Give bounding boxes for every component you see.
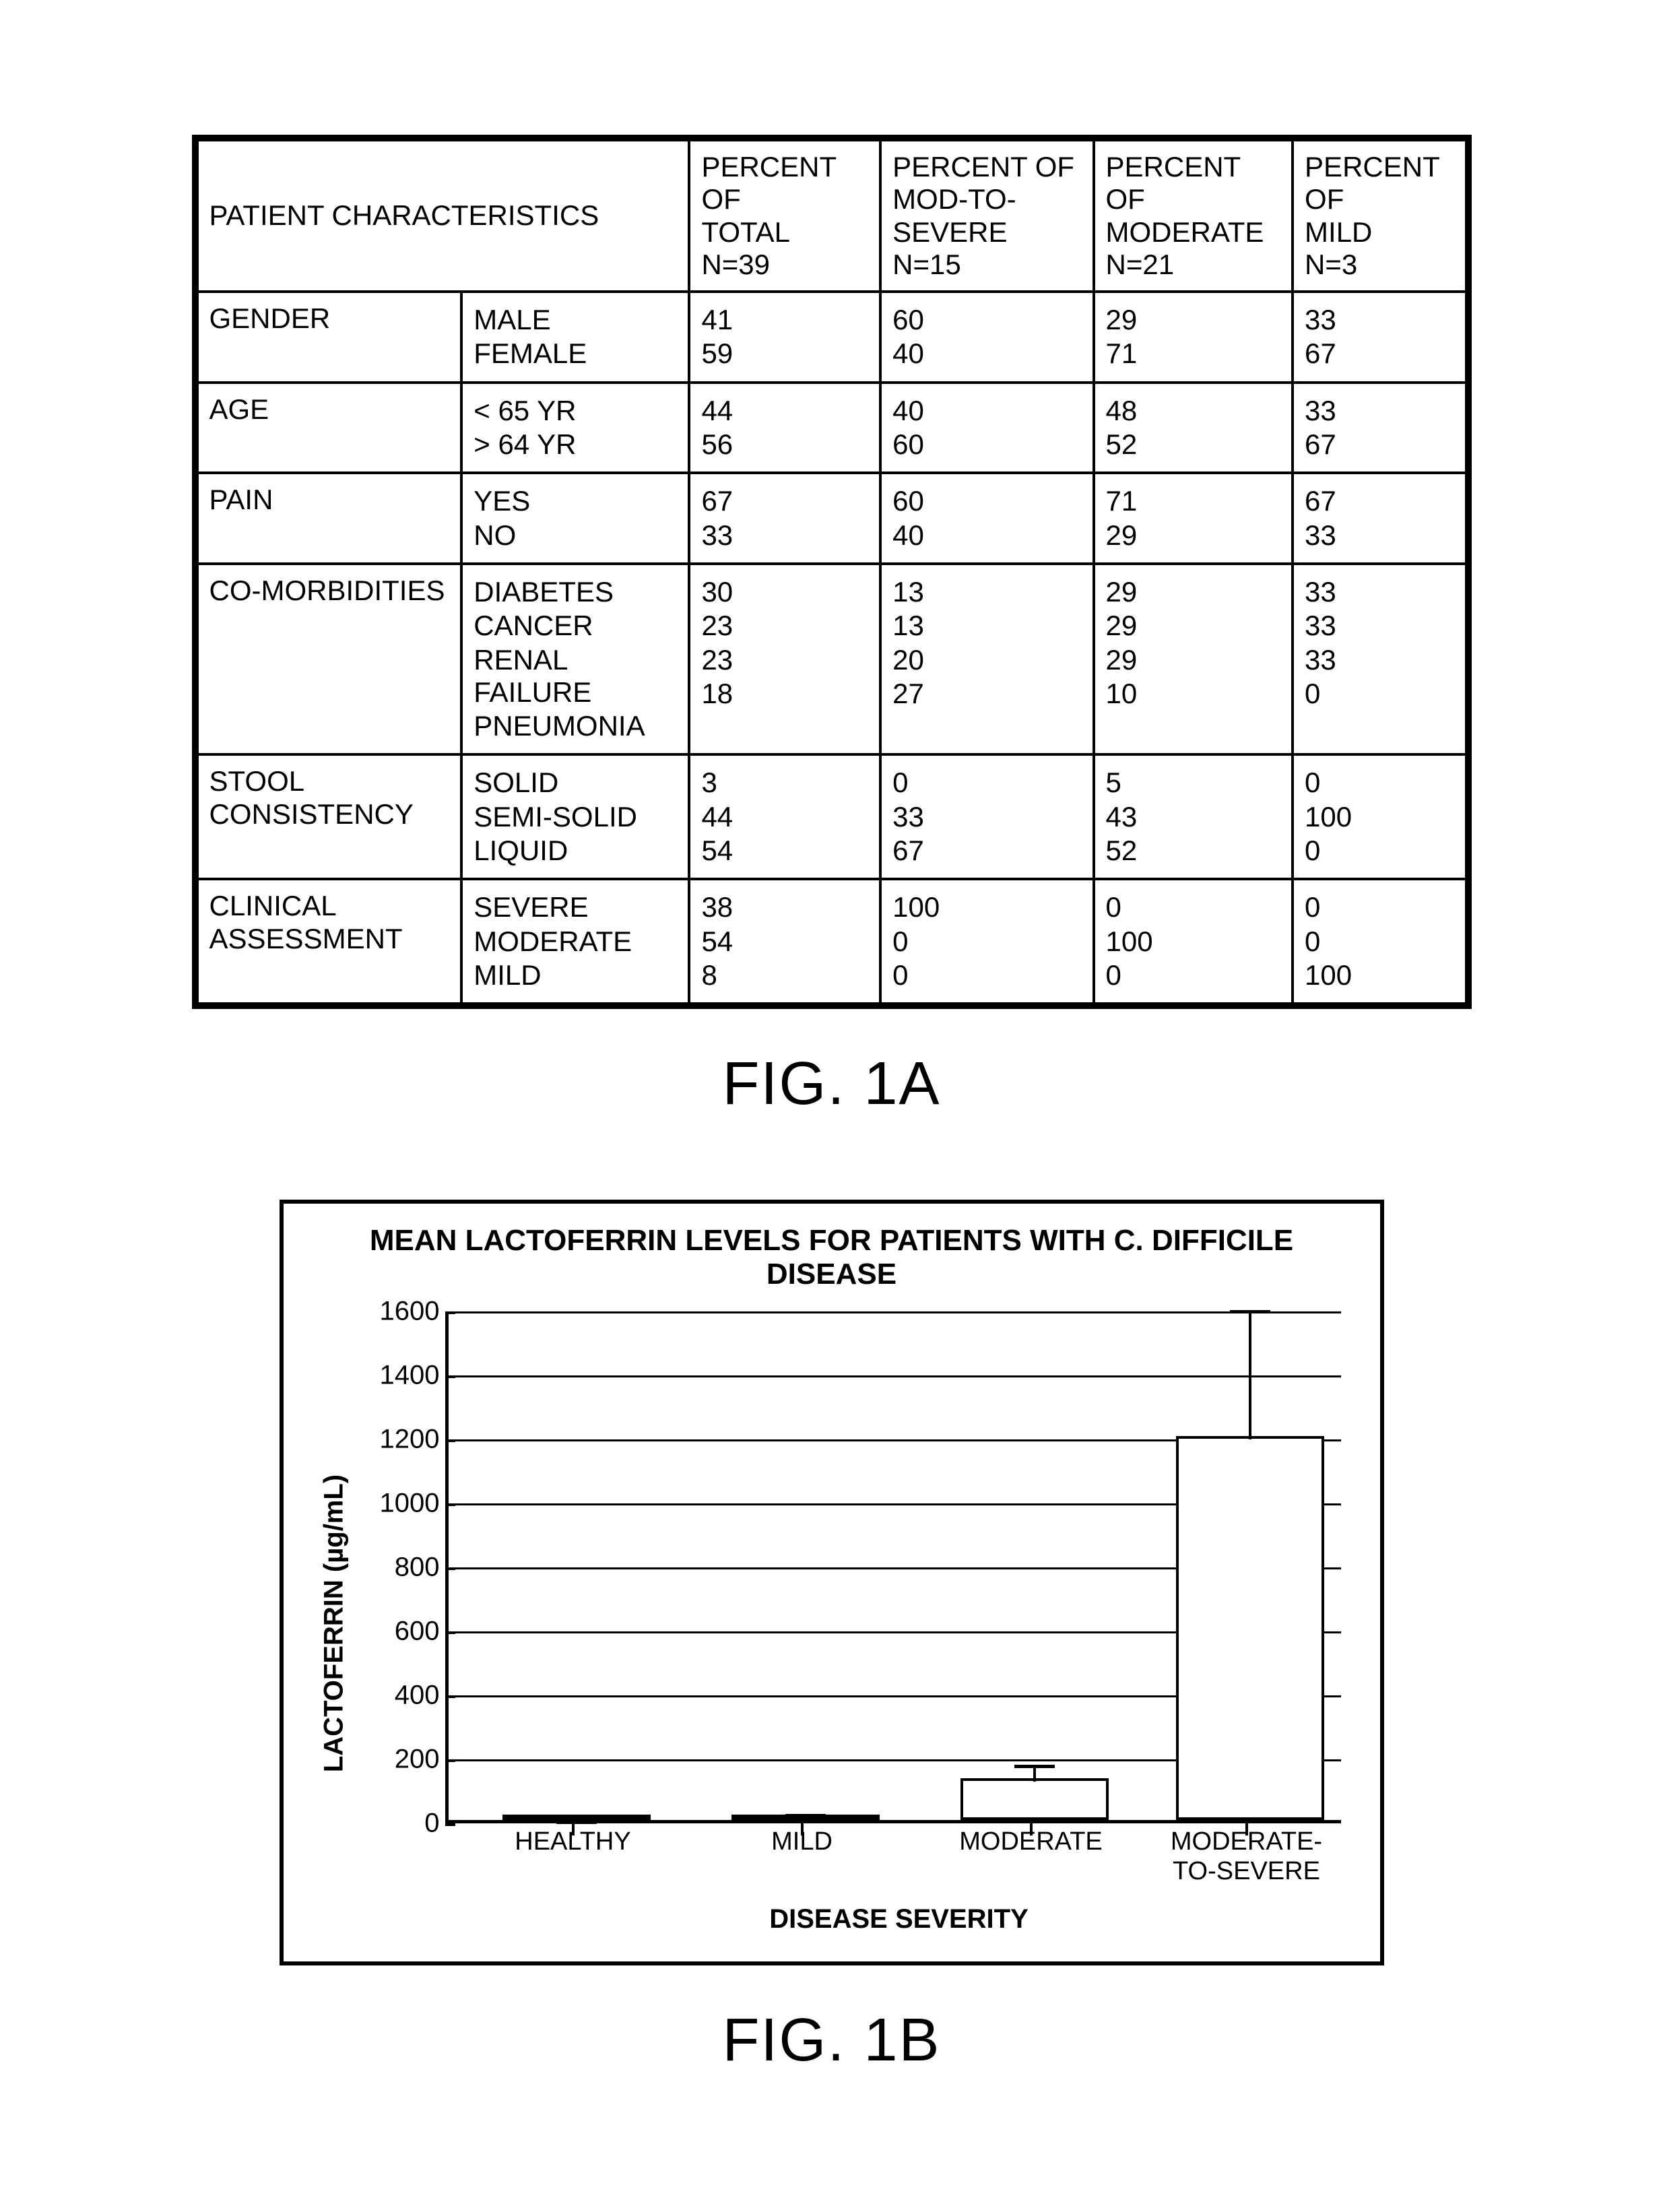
error-cap-2 [1014, 1765, 1055, 1768]
row-values-col-3: 00100 [1293, 879, 1466, 1004]
header-main: PATIENT CHARACTERISTICS [197, 140, 690, 292]
error-cap-3 [1230, 1310, 1270, 1313]
x-axis-label: DISEASE SEVERITY [445, 1904, 1353, 1934]
row-sub-labels: SEVEREMODERATEMILD [461, 879, 689, 1004]
patient-characteristics-table-wrap: PATIENT CHARACTERISTICSPERCENT OFTOTALN=… [192, 135, 1472, 1009]
header-col-0: PERCENT OFTOTALN=39 [689, 140, 880, 292]
header-col-1: PERCENT OFMOD-TO-SEVERE N=15 [880, 140, 1093, 292]
grid-line [449, 1375, 1341, 1377]
row-group-label: AGE [197, 383, 462, 474]
figure-1a-label: FIG. 1A [189, 1049, 1474, 1119]
row-sub-labels: SOLIDSEMI-SOLIDLIQUID [461, 754, 689, 879]
table-row: CO-MORBIDITIESDIABETESCANCERRENAL FAILUR… [197, 564, 1466, 754]
row-group-label: GENDER [197, 292, 462, 383]
plot-column: HEALTHY MILD MODERATE MODERATE-TO-SEVERE DI… [445, 1311, 1353, 1934]
row-sub-labels: DIABETESCANCERRENAL FAILUREPNEUMONIA [461, 564, 689, 754]
y-axis-label: LACTOFERRIN (µg/mL) [319, 1474, 349, 1772]
row-values-col-0: 4159 [689, 292, 880, 383]
y-tick-label: 1200 [359, 1425, 440, 1455]
y-axis-label-wrap: LACTOFERRIN (µg/mL) [311, 1311, 358, 1934]
row-values-col-3: 6733 [1293, 473, 1466, 564]
x-category-label: MODERATE [959, 1827, 1103, 1857]
row-group-label: CLINICAL ASSESSMENT [197, 879, 462, 1004]
row-values-col-2: 54352 [1094, 754, 1293, 879]
error-stem-3 [1249, 1311, 1251, 1439]
table-row: PAINYESNO6733604071296733 [197, 473, 1466, 564]
chart-title: MEAN LACTOFERRIN LEVELS FOR PATIENTS WIT… [311, 1224, 1353, 1291]
bar-2 [960, 1778, 1109, 1820]
row-values-col-0: 30232318 [689, 564, 880, 754]
table-row: CLINICAL ASSESSMENTSEVEREMODERATEMILD385… [197, 879, 1466, 1004]
plot-area [445, 1311, 1341, 1823]
y-tick-label: 800 [359, 1553, 440, 1583]
x-categories: HEALTHY MILD MODERATE MODERATE-TO-SEVERE [445, 1823, 1341, 1904]
x-category-label: MODERATE-TO-SEVERE [1171, 1827, 1322, 1886]
row-values-col-1: 6040 [880, 473, 1093, 564]
error-stem-2 [1033, 1766, 1036, 1782]
row-group-label: PAIN [197, 473, 462, 564]
row-values-col-0: 34454 [689, 754, 880, 879]
bar-0 [502, 1815, 651, 1820]
row-sub-labels: YESNO [461, 473, 689, 564]
row-values-col-1: 03367 [880, 754, 1093, 879]
row-values-col-2: 2971 [1094, 292, 1293, 383]
patient-characteristics-table: PATIENT CHARACTERISTICSPERCENT OFTOTALN=… [196, 139, 1468, 1005]
row-values-col-1: 6040 [880, 292, 1093, 383]
table-row: GENDERMALEFEMALE4159604029713367 [197, 292, 1466, 383]
table-row: STOOL CONSISTENCYSOLIDSEMI-SOLIDLIQUID34… [197, 754, 1466, 879]
grid-line [449, 1311, 1341, 1313]
row-values-col-2: 29292910 [1094, 564, 1293, 754]
x-category-label: MILD [771, 1827, 833, 1857]
row-values-col-1: 4060 [880, 383, 1093, 474]
y-tick-label: 400 [359, 1681, 440, 1711]
y-tick-label: 1600 [359, 1297, 440, 1327]
row-values-col-0: 4456 [689, 383, 880, 474]
header-col-3: PERCENT OFMILDN=3 [1293, 140, 1466, 292]
row-values-col-3: 3333330 [1293, 564, 1466, 754]
row-values-col-2: 01000 [1094, 879, 1293, 1004]
row-values-col-1: 13132027 [880, 564, 1093, 754]
y-tick-label: 1400 [359, 1361, 440, 1391]
y-axis: 02004006008001000120014001600 [358, 1311, 445, 1823]
row-values-col-3: 3367 [1293, 383, 1466, 474]
header-col-2: PERCENT OFMODERATEN=21 [1094, 140, 1293, 292]
lactoferrin-chart: MEAN LACTOFERRIN LEVELS FOR PATIENTS WIT… [280, 1200, 1384, 1965]
row-values-col-1: 10000 [880, 879, 1093, 1004]
row-group-label: STOOL CONSISTENCY [197, 754, 462, 879]
table-header-row: PATIENT CHARACTERISTICSPERCENT OFTOTALN=… [197, 140, 1466, 292]
figure-1b-label: FIG. 1B [189, 2006, 1474, 2075]
error-cap-1 [785, 1814, 826, 1817]
row-values-col-2: 4852 [1094, 383, 1293, 474]
row-values-col-0: 38548 [689, 879, 880, 1004]
chart-body: LACTOFERRIN (µg/mL) 0 200 400 600 800 1000 120… [311, 1311, 1353, 1934]
row-values-col-3: 01000 [1293, 754, 1466, 879]
y-tick-label: 1000 [359, 1489, 440, 1519]
row-values-col-0: 6733 [689, 473, 880, 564]
row-values-col-3: 3367 [1293, 292, 1466, 383]
page: PATIENT CHARACTERISTICSPERCENT OFTOTALN=… [0, 0, 1663, 2212]
row-sub-labels: MALEFEMALE [461, 292, 689, 383]
tbody: PATIENT CHARACTERISTICSPERCENT OFTOTALN=… [197, 140, 1466, 1004]
row-values-col-2: 7129 [1094, 473, 1293, 564]
bar-3 [1176, 1436, 1324, 1820]
row-sub-labels: < 65 YR> 64 YR [461, 383, 689, 474]
x-category-label: HEALTHY [515, 1827, 630, 1857]
row-group-label: CO-MORBIDITIES [197, 564, 462, 754]
y-tick-label: 0 [359, 1809, 440, 1839]
y-tick-label: 200 [359, 1745, 440, 1775]
table-row: AGE< 65 YR> 64 YR4456406048523367 [197, 383, 1466, 474]
y-tick-label: 600 [359, 1617, 440, 1647]
